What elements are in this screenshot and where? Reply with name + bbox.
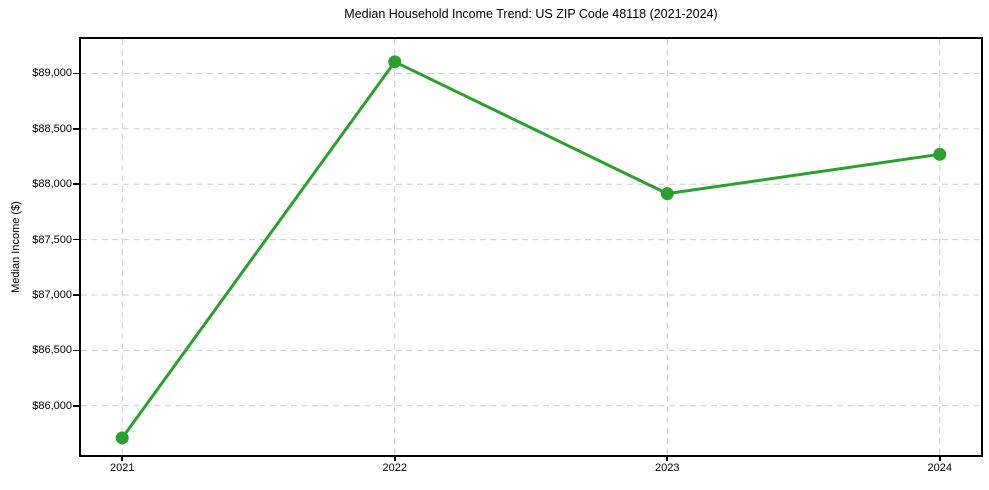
x-tick-mark [666, 455, 669, 461]
y-tick-label: $89,000 [32, 67, 72, 80]
line-chart-canvas [81, 39, 981, 455]
y-tick-mark [73, 128, 79, 130]
y-tick-mark [73, 405, 79, 407]
y-tick-label: $86,500 [32, 344, 72, 357]
chart-title: Median Household Income Trend: US ZIP Co… [344, 7, 718, 21]
y-tick-mark [73, 238, 79, 241]
x-tick-label: 2022 [382, 462, 407, 474]
x-tick-label: 2023 [655, 462, 680, 474]
y-tick-mark [73, 349, 79, 352]
trend-line [120, 60, 942, 440]
data-point-marker [388, 55, 402, 69]
y-tick-label: $87,500 [32, 233, 72, 246]
x-tick-mark [393, 455, 396, 461]
y-tick-mark [73, 72, 79, 75]
plot-area [79, 37, 983, 457]
x-tick-mark [938, 455, 941, 461]
y-tick-label: $88,500 [32, 122, 72, 135]
x-tick-mark [121, 455, 123, 461]
y-tick-mark [73, 294, 79, 296]
y-tick-label: $88,000 [32, 178, 72, 191]
y-tick-mark [73, 183, 79, 186]
data-point-marker [115, 431, 129, 445]
data-point-marker [933, 147, 947, 161]
y-axis-title: Median Income ($) [10, 201, 22, 293]
y-tick-label: $86,000 [32, 399, 72, 412]
data-point-marker [660, 187, 674, 201]
x-tick-label: 2024 [927, 462, 952, 474]
x-tick-label: 2021 [109, 462, 135, 474]
y-tick-label: $87,000 [32, 289, 72, 302]
